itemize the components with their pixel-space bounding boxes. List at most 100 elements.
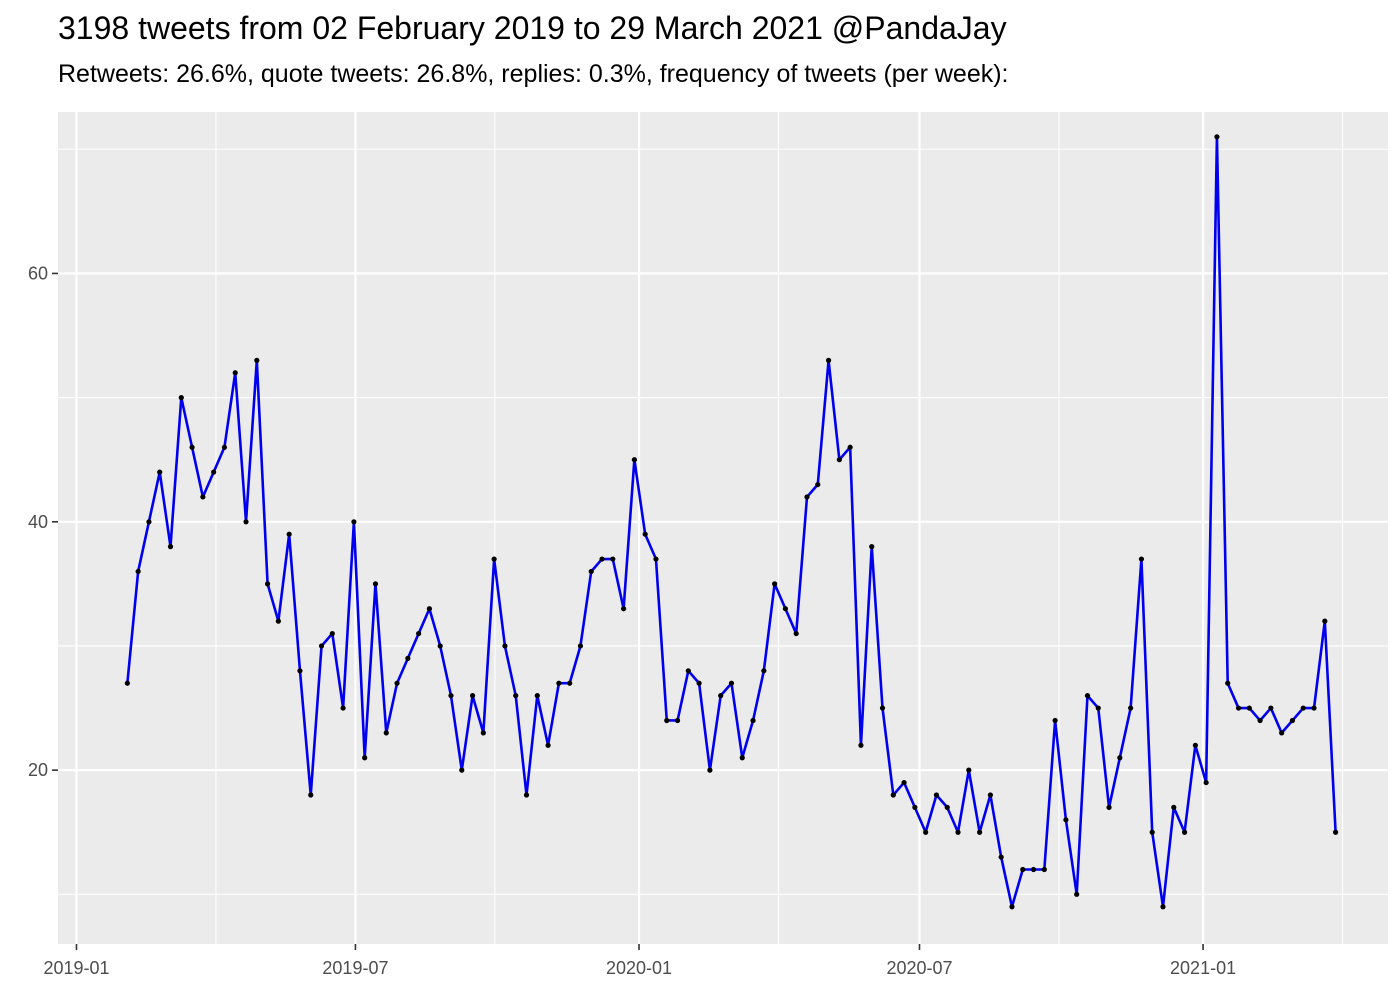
data-point (1203, 779, 1209, 786)
data-point (825, 357, 832, 363)
data-point (998, 854, 1004, 860)
data-point (1311, 705, 1317, 711)
data-point (469, 693, 476, 699)
data-point (815, 481, 821, 488)
x-tick-label: 2019-01 (43, 958, 109, 978)
data-point (977, 829, 983, 835)
data-point (1052, 717, 1058, 724)
x-tick-label: 2020-01 (606, 958, 672, 978)
data-point (869, 544, 875, 550)
data-point (275, 618, 281, 624)
data-point (329, 630, 335, 637)
data-point (416, 630, 422, 637)
data-point (534, 693, 540, 699)
data-point (933, 792, 940, 798)
data-point (394, 680, 400, 686)
data-point (782, 606, 789, 612)
data-point (739, 755, 745, 761)
data-point (944, 804, 950, 811)
data-point (631, 457, 637, 463)
data-point (200, 494, 206, 500)
data-point (728, 680, 735, 686)
data-point (556, 680, 562, 686)
data-point (1333, 829, 1339, 835)
data-point (955, 829, 961, 835)
data-point (383, 730, 389, 736)
data-point (340, 705, 346, 711)
data-point (1246, 705, 1252, 711)
data-point (437, 643, 443, 649)
y-tick-label: 20 (28, 760, 48, 780)
data-point (1214, 134, 1220, 140)
data-point (211, 469, 217, 475)
data-point (372, 581, 379, 587)
data-point (858, 742, 864, 748)
data-point (674, 717, 681, 724)
data-point (480, 730, 486, 736)
data-point (804, 494, 810, 500)
data-point (135, 568, 141, 575)
data-point (1225, 680, 1231, 686)
data-point (545, 742, 551, 748)
data-point (264, 581, 271, 587)
x-tick-label: 2019-07 (322, 958, 388, 978)
data-point (718, 693, 724, 699)
data-point (1106, 804, 1112, 811)
data-point (901, 779, 907, 786)
data-point (1171, 804, 1177, 811)
data-point (696, 680, 702, 686)
data-point (653, 556, 659, 562)
data-point (610, 556, 616, 562)
data-point (588, 568, 594, 575)
data-point (707, 767, 713, 773)
data-point (1030, 866, 1037, 873)
data-point (1181, 829, 1188, 835)
chart-title: 3198 tweets from 02 February 2019 to 29 … (58, 10, 1007, 46)
data-point (351, 519, 357, 525)
data-point (1128, 705, 1134, 711)
data-point (1279, 730, 1285, 736)
data-point (232, 370, 238, 376)
data-point (772, 581, 778, 587)
data-point (847, 444, 853, 450)
data-point (1268, 705, 1274, 711)
data-point (987, 792, 993, 798)
data-point (513, 693, 519, 699)
data-point (567, 680, 573, 686)
data-point (448, 693, 454, 699)
data-point (1117, 755, 1123, 761)
data-point (577, 643, 584, 649)
data-point (599, 556, 605, 562)
x-tick-label: 2020-07 (886, 958, 952, 978)
data-point (1300, 705, 1306, 711)
data-point (836, 457, 842, 463)
data-point (1063, 817, 1069, 823)
data-point (1138, 556, 1145, 562)
data-point (761, 668, 767, 674)
data-point (124, 680, 130, 686)
data-point (966, 767, 972, 773)
data-point (221, 444, 228, 450)
data-point (750, 717, 756, 724)
data-point (621, 606, 627, 612)
data-point (308, 792, 314, 798)
data-point (912, 804, 918, 811)
data-point (146, 519, 152, 525)
chart-subtitle: Retweets: 26.6%, quote tweets: 26.8%, re… (58, 60, 1009, 88)
data-point (243, 519, 249, 525)
data-point (318, 643, 325, 649)
data-point (189, 444, 195, 450)
data-point (405, 655, 411, 661)
plot-panel (58, 112, 1388, 944)
data-point (167, 544, 174, 550)
data-point (793, 630, 799, 637)
data-point (286, 531, 292, 537)
data-point (1192, 742, 1198, 748)
data-point (254, 357, 260, 363)
data-point (1084, 693, 1091, 699)
data-point (879, 705, 886, 711)
data-point (1009, 904, 1015, 910)
data-point (426, 606, 433, 612)
